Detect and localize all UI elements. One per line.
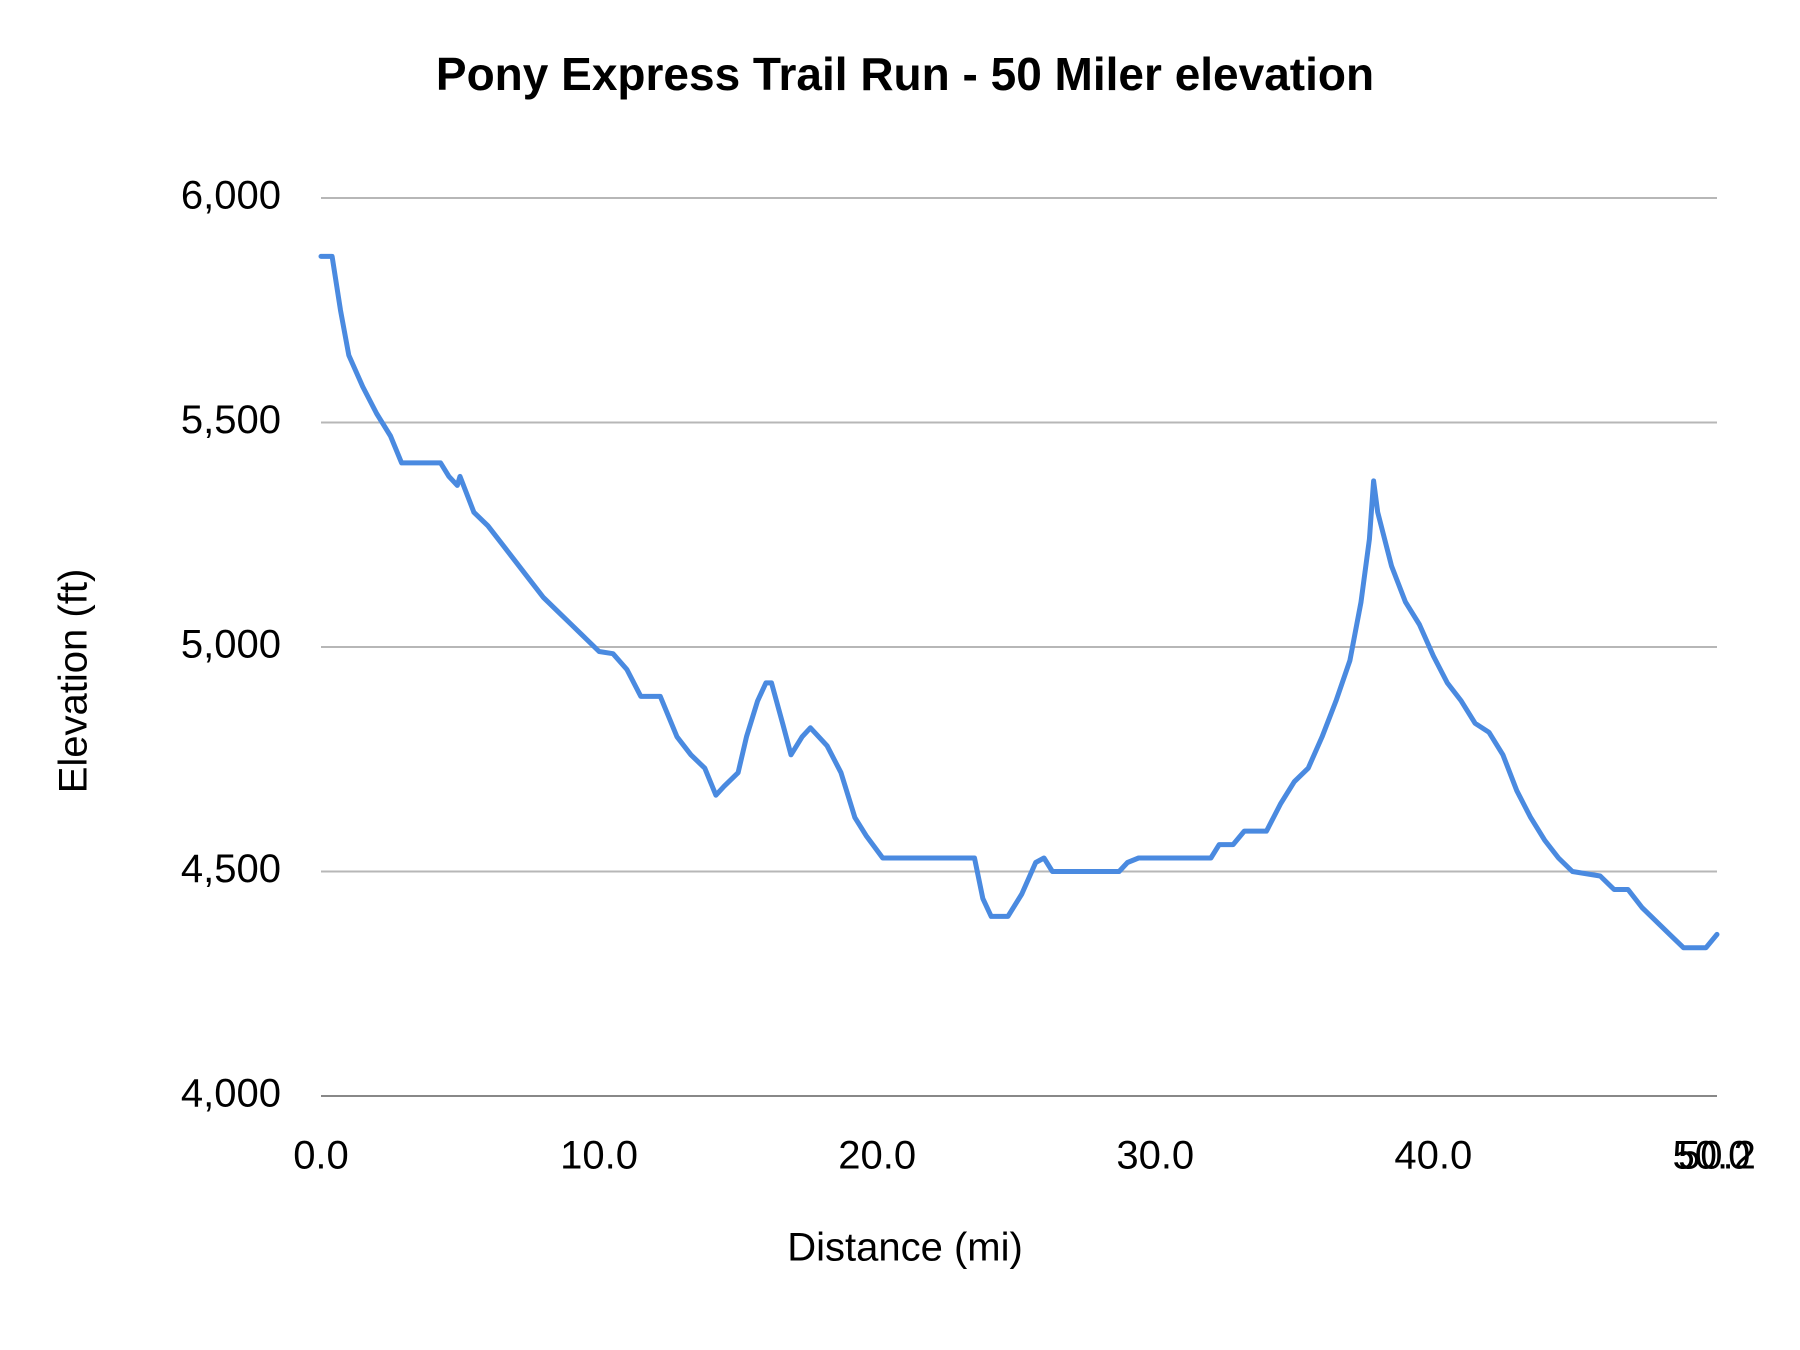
x-tick-label: 0.0 — [293, 1134, 349, 1178]
y-tick-label: 4,500 — [181, 847, 281, 891]
x-tick-label: 30.0 — [1116, 1134, 1194, 1178]
y-tick-label: 5,000 — [181, 623, 281, 667]
x-tick-label: 50.0 — [1673, 1134, 1751, 1178]
elevation-line — [318, 253, 1720, 951]
y-tick-label: 6,000 — [181, 174, 281, 218]
x-tick-label: 10.0 — [560, 1134, 638, 1178]
chart-title: Pony Express Trail Run - 50 Miler elevat… — [436, 48, 1374, 100]
y-tick-label: 5,500 — [181, 398, 281, 442]
x-axis-title: Distance (mi) — [787, 1226, 1023, 1270]
y-axis-title: Elevation (ft) — [52, 569, 96, 794]
x-tick-label: 50.2 — [1678, 1134, 1756, 1178]
x-tick-label: 40.0 — [1394, 1134, 1472, 1178]
y-tick-label: 4,000 — [181, 1072, 281, 1116]
x-tick-label: 20.0 — [838, 1134, 916, 1178]
